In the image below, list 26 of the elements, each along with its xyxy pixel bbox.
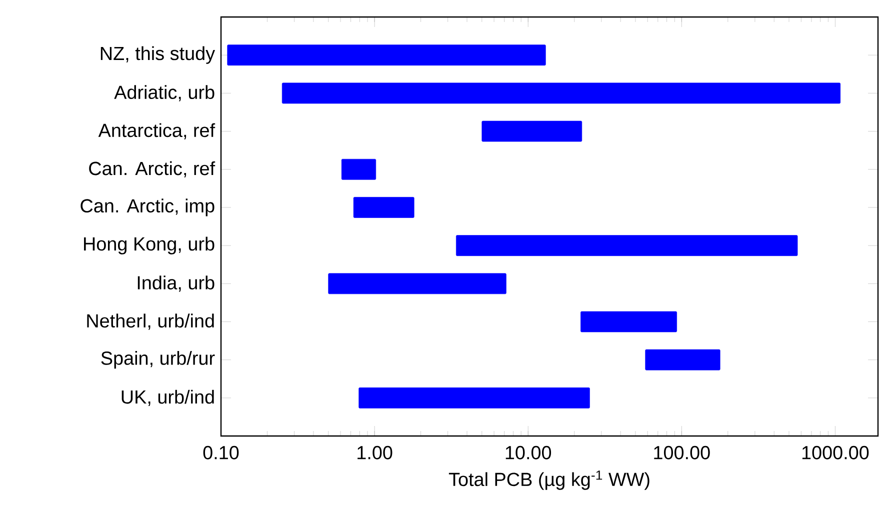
x-tick-label: 1000.00: [802, 446, 869, 460]
bar: [227, 44, 546, 66]
bar: [482, 120, 582, 142]
y-tick-label: Can. Arctic, ref: [89, 161, 216, 178]
y-tick-label: Spain, urb/rur: [101, 351, 215, 369]
y-tick-label: NZ, this study: [100, 46, 216, 64]
x-tick-label: 10.00: [506, 446, 552, 460]
y-tick-label: India, urb: [138, 276, 214, 292]
bar: [645, 349, 720, 370]
y-tick-label: Hong Kong, urb: [84, 236, 214, 254]
x-tick-label: 0.10: [203, 446, 239, 460]
x-axis-title: Total PCB (µg kg$^{-1}$ WW): [448, 470, 650, 490]
bar: [456, 235, 798, 256]
bar: [353, 197, 414, 218]
y-tick-label: UK, urb/ind: [122, 390, 214, 406]
x-tick-label: 1.00: [358, 446, 392, 460]
bar: [580, 311, 677, 332]
x-tick-label: 100.00: [654, 446, 710, 460]
bar: [328, 273, 506, 294]
y-tick-label: Adriatic, urb: [114, 85, 214, 102]
bar: [341, 158, 376, 180]
y-tick-label: Can. Arctic, imp: [80, 198, 214, 216]
y-tick-label: Antarctica, ref: [98, 123, 216, 140]
y-tick-label: Netherl, urb/ind: [87, 314, 214, 330]
bar: [282, 82, 840, 104]
bar: [358, 387, 590, 408]
